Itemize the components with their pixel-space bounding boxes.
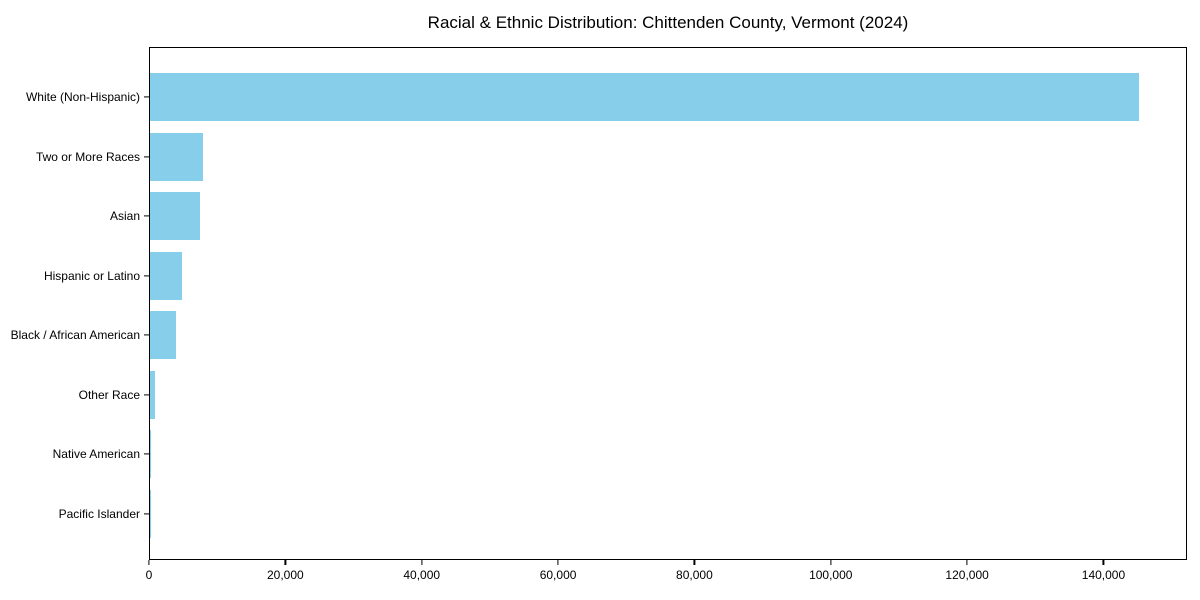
y-tick-label-two-or-more-races: Two or More Races xyxy=(35,149,140,164)
y-tick-label-hispanic-or-latino: Hispanic or Latino xyxy=(43,268,140,283)
x-tick-60000 xyxy=(557,560,559,565)
bar-two-or-more-races xyxy=(150,132,204,181)
plot-area xyxy=(149,47,1187,560)
x-tick-140000 xyxy=(1102,560,1105,565)
bar-white-non-hispanic xyxy=(150,73,1139,121)
x-tick-label-100000: 100,000 xyxy=(809,568,853,582)
bar-asian xyxy=(150,192,200,240)
x-tick-label-140000: 140,000 xyxy=(1081,568,1126,582)
x-tick-40000 xyxy=(421,560,423,565)
x-tick-label-20000: 20,000 xyxy=(266,568,304,582)
bar-other-race xyxy=(150,370,155,419)
chart-title: Racial & Ethnic Distribution: Chittenden… xyxy=(427,13,909,32)
x-tick-label-80000: 80,000 xyxy=(676,568,713,582)
x-tick-120000 xyxy=(966,560,968,565)
bar-native-american xyxy=(150,430,152,478)
y-tick-other-race xyxy=(144,393,149,396)
y-tick-label-white-non-hispanic: White (Non-Hispanic) xyxy=(25,90,140,104)
x-tick-0 xyxy=(148,560,150,565)
y-tick-black-african-american xyxy=(144,334,149,336)
x-tick-80000 xyxy=(693,560,695,565)
y-tick-pacific-islander xyxy=(144,512,149,515)
x-tick-label-40000: 40,000 xyxy=(403,568,441,582)
y-tick-label-black-african-american: Black / African American xyxy=(10,328,140,342)
y-tick-two-or-more-races xyxy=(144,155,149,158)
bar-black-african-american xyxy=(150,311,176,359)
bar-hispanic-or-latino xyxy=(150,251,183,300)
y-tick-label-native-american: Native American xyxy=(52,447,140,461)
y-tick-white-non-hispanic xyxy=(144,96,149,98)
y-tick-asian xyxy=(144,215,149,217)
y-tick-label-asian: Asian xyxy=(109,209,140,223)
x-tick-100000 xyxy=(830,560,832,565)
x-tick-20000 xyxy=(284,560,286,565)
y-tick-label-other-race: Other Race xyxy=(78,387,140,402)
x-tick-label-60000: 60,000 xyxy=(539,568,577,582)
y-tick-hispanic-or-latino xyxy=(144,274,149,277)
x-tick-label-0: 0 xyxy=(145,568,153,582)
y-tick-native-american xyxy=(144,453,149,455)
y-tick-label-pacific-islander: Pacific Islander xyxy=(58,506,140,521)
x-tick-label-120000: 120,000 xyxy=(945,568,989,582)
